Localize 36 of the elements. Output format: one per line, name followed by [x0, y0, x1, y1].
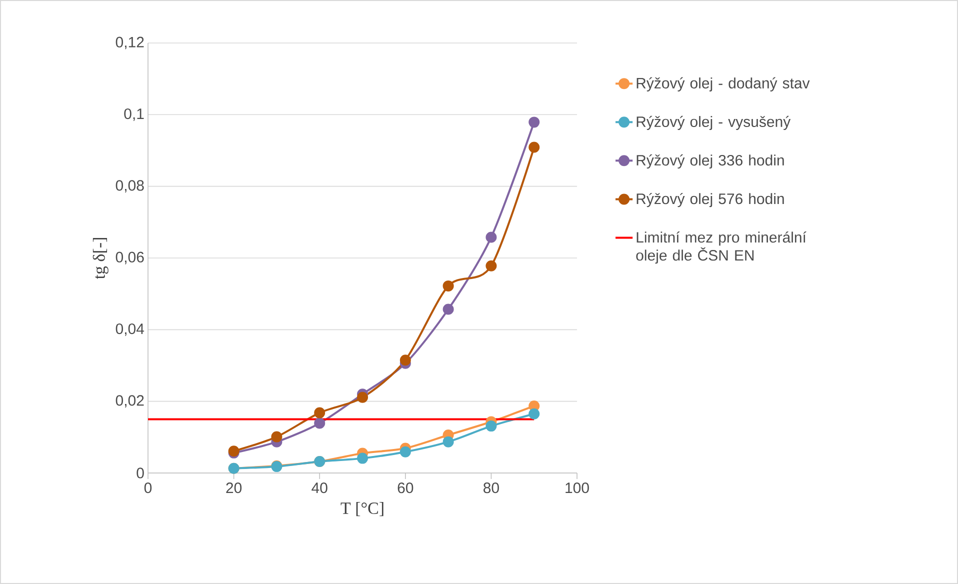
x-tick-label: 40 — [312, 482, 328, 494]
point — [400, 446, 411, 458]
point — [314, 407, 326, 418]
x-tick-label: 100 — [566, 482, 589, 494]
point — [528, 116, 540, 128]
point — [442, 280, 454, 292]
legend-label: Rýžový olej - vysušený — [636, 116, 791, 130]
x-tick-label: 60 — [398, 482, 414, 494]
point — [271, 431, 282, 442]
x-tick-label: 20 — [226, 482, 242, 494]
legend-label: Limitní mez pro minerální oleje dle ČSN EN — [636, 231, 806, 264]
x-axis-title: T [°C] — [340, 502, 384, 516]
y-tick-label: 0,04 — [116, 323, 144, 336]
point — [400, 354, 411, 366]
point — [528, 142, 540, 153]
point — [486, 232, 497, 243]
y-tick-label: 0,02 — [116, 395, 144, 408]
legend-label: Rýžový olej 336 hodin — [636, 154, 784, 169]
point — [528, 408, 540, 420]
y-tick-label: 0,1 — [124, 108, 144, 121]
point — [357, 392, 368, 403]
x-tick-label: 80 — [484, 482, 499, 494]
point — [486, 420, 497, 432]
point — [486, 260, 497, 272]
point — [442, 436, 454, 448]
y-tick-label: 0,08 — [116, 180, 144, 193]
y-tick-label: 0,06 — [116, 252, 144, 264]
y-tick-label: 0,12 — [116, 36, 144, 50]
point — [314, 418, 326, 429]
point — [357, 452, 368, 464]
y-axis-title: tg δ[-] — [92, 238, 108, 280]
legend-label: Rýžový olej 576 hodin — [636, 192, 784, 208]
legend-label: Rýžový olej - dodaný stav — [636, 77, 810, 92]
point — [442, 304, 454, 315]
y-tick-label: 0 — [136, 468, 144, 478]
x-tick-label: 0 — [144, 482, 152, 494]
